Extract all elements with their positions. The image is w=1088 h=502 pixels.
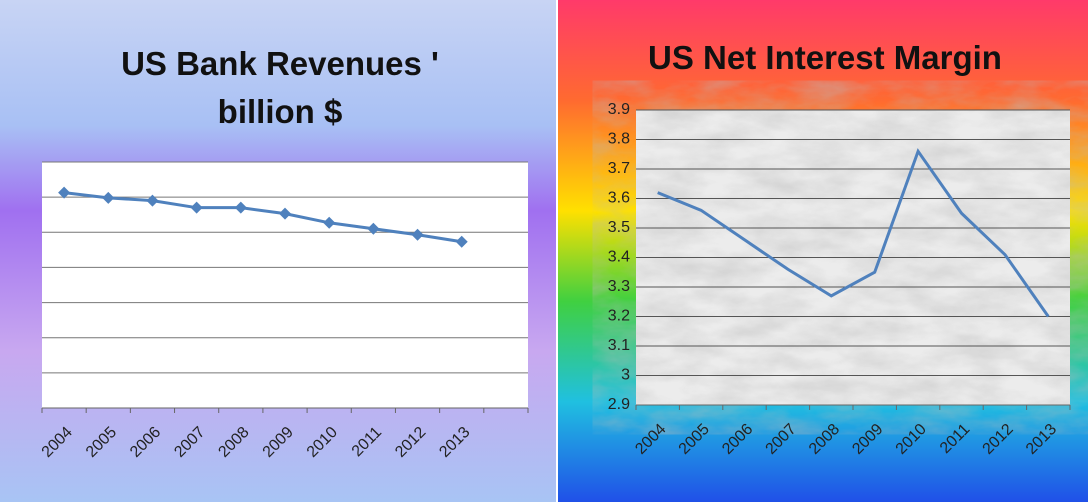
marker <box>58 186 71 199</box>
marker <box>146 194 159 207</box>
y-tick-label: 3.9 <box>608 101 630 118</box>
series-line <box>657 148 1050 318</box>
marker <box>279 207 291 220</box>
y-tick-label: 3.1 <box>608 337 630 354</box>
y-tick-label: 3.2 <box>608 308 630 325</box>
y-tick-label: 3.6 <box>608 190 630 207</box>
marker <box>323 216 336 229</box>
y-tick-label: 3 <box>621 367 630 384</box>
y-tick-label: 3.8 <box>608 131 630 148</box>
y-tick-label: 2.9 <box>608 396 630 413</box>
marker <box>455 235 468 248</box>
marker <box>411 228 424 241</box>
chart-title: US Bank Revenues ' billion $ <box>121 45 439 130</box>
y-tick-label: 3.5 <box>608 219 630 236</box>
marker <box>102 191 115 204</box>
series-line <box>63 191 462 244</box>
marker <box>367 222 380 235</box>
marker <box>234 201 247 214</box>
y-tick-label: 3.3 <box>608 278 630 295</box>
chart-title: US Net Interest Margin <box>648 39 1002 76</box>
y-tick-label: 3.7 <box>608 160 630 177</box>
plot-area <box>42 162 528 408</box>
y-tick-label: 3.4 <box>608 249 630 266</box>
marker <box>190 201 203 214</box>
